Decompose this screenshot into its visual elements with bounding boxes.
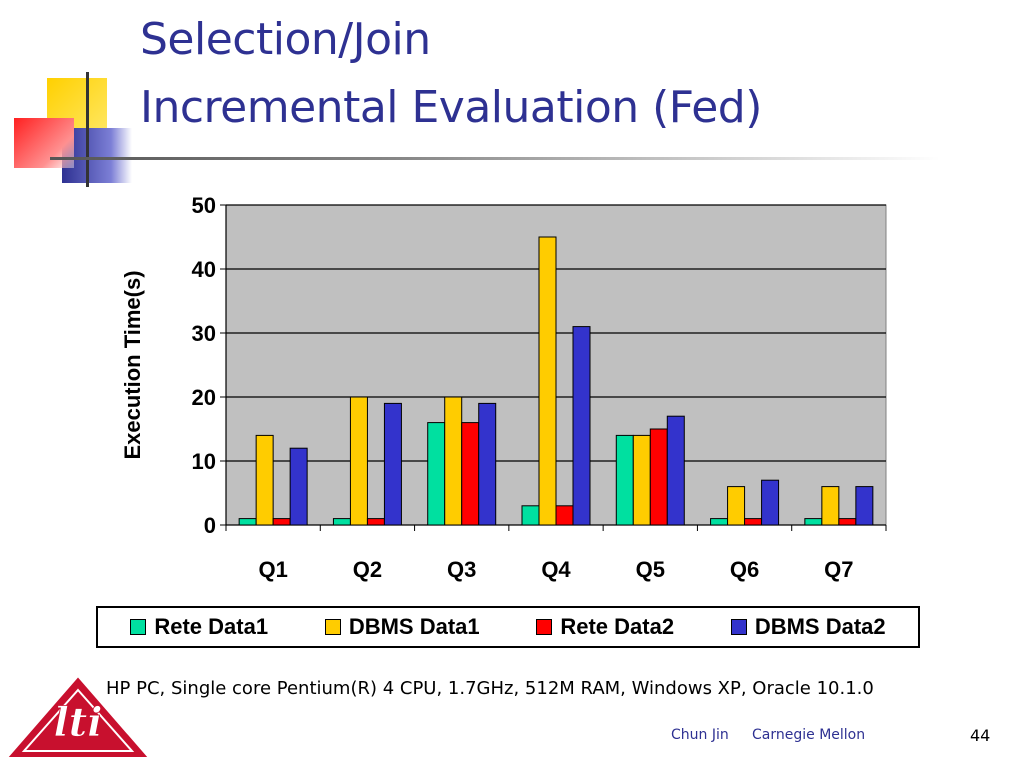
bar (478, 402, 497, 526)
x-tick-label: Q6 (730, 557, 759, 582)
page-number: 44 (970, 726, 991, 745)
bar (821, 486, 840, 526)
chart-legend: Rete Data1 DBMS Data1 Rete Data2 DBMS Data2 (96, 606, 920, 648)
y-axis-label: Execution Time(s) (120, 270, 145, 459)
bar (666, 415, 685, 526)
bar (461, 422, 480, 526)
x-tick-label: Q1 (258, 557, 287, 582)
bar (332, 518, 351, 526)
legend-item: Rete Data1 (130, 614, 268, 640)
bar (649, 428, 668, 526)
legend-label: Rete Data2 (560, 614, 675, 639)
bar (804, 518, 823, 526)
bar (855, 486, 874, 526)
logo-text: lti (54, 699, 103, 746)
y-tick-label: 50 (192, 193, 216, 218)
legend-item: Rete Data2 (536, 614, 674, 640)
bar (632, 434, 651, 526)
lti-logo: lti (8, 677, 148, 757)
bar (838, 518, 857, 526)
y-tick-label: 30 (192, 321, 216, 346)
legend-swatch (536, 619, 553, 635)
bar (366, 518, 385, 526)
hardware-caption: HP PC, Single core Pentium(R) 4 CPU, 1.7… (106, 678, 874, 699)
footer-org: Carnegie Mellon (752, 727, 866, 743)
bar (572, 326, 591, 526)
bar (521, 505, 540, 526)
decor-vertical-line (86, 72, 89, 187)
footer-author: Chun Jin (671, 727, 729, 743)
y-tick-label: 20 (192, 385, 216, 410)
x-tick-label: Q2 (353, 557, 382, 582)
title-divider (50, 157, 940, 160)
bar (427, 422, 446, 526)
bar (744, 518, 763, 526)
decor-red-square (14, 118, 74, 168)
legend-label: Rete Data1 (154, 614, 269, 639)
bar (238, 518, 257, 526)
x-tick-label: Q4 (541, 557, 571, 582)
x-tick-label: Q7 (824, 557, 853, 582)
legend-swatch (730, 619, 747, 635)
bar (444, 396, 463, 526)
x-tick-label: Q3 (447, 557, 476, 582)
y-tick-label: 10 (192, 449, 216, 474)
legend-swatch (130, 619, 147, 635)
y-tick-label: 40 (192, 257, 216, 282)
slide-title-line1: Selection/Join (140, 14, 431, 65)
bar (727, 486, 746, 526)
bar (349, 396, 368, 526)
legend-swatch (324, 619, 341, 635)
legend-label: DBMS Data1 (348, 614, 480, 639)
bar-chart: 0 10 20 30 40 50 Q1 Q2 Q3 Q4 Q5 Q6 Q7 Execution Time(… (120, 193, 887, 582)
y-tick-label: 0 (204, 513, 216, 538)
bar (538, 236, 557, 526)
legend-label: DBMS Data2 (754, 614, 886, 639)
bar (383, 402, 402, 526)
bar (289, 447, 308, 526)
legend-item: DBMS Data1 (324, 614, 480, 640)
x-tick-label: Q5 (636, 557, 665, 582)
bar (761, 479, 780, 526)
slide-title-line2: Incremental Evaluation (Fed) (140, 82, 762, 133)
bar (555, 505, 574, 526)
bar (272, 518, 291, 526)
legend-item: DBMS Data2 (730, 614, 886, 640)
bar (255, 434, 274, 526)
bar (615, 434, 634, 526)
bar (710, 518, 729, 526)
